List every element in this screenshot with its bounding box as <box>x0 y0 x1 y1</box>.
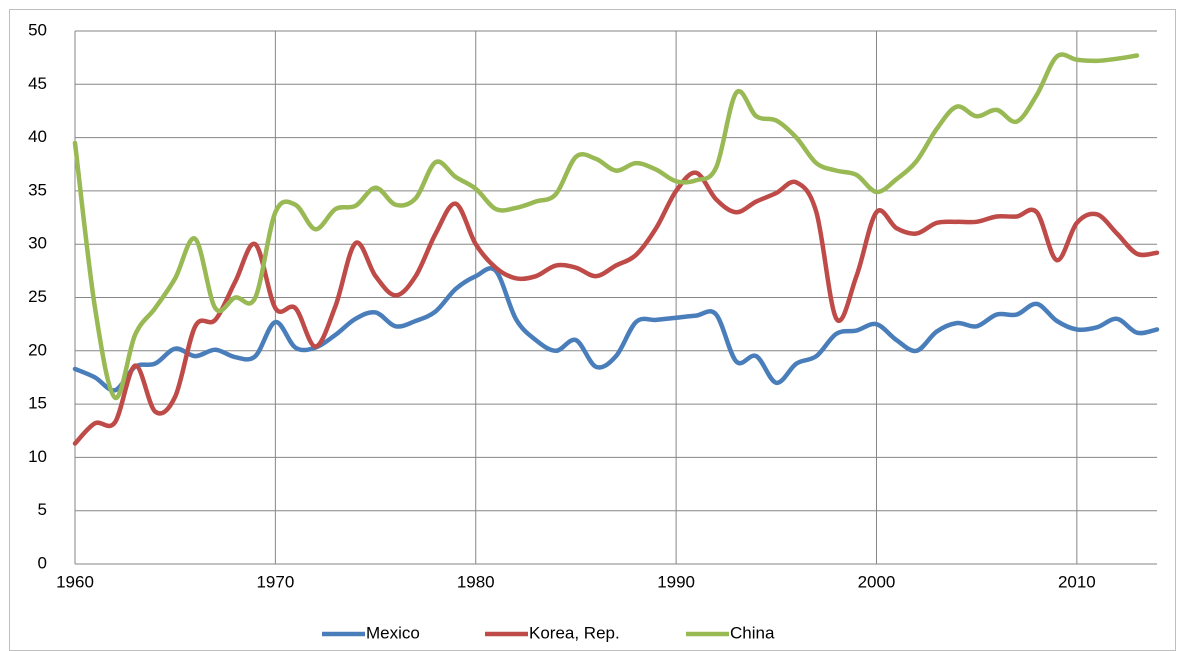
y-tick-label: 35 <box>28 180 47 199</box>
x-tick-label: 1990 <box>657 572 695 591</box>
x-tick-label: 1980 <box>457 572 495 591</box>
series-line <box>72 170 1160 446</box>
y-tick-label: 5 <box>38 500 47 519</box>
y-tick-label: 10 <box>28 447 47 466</box>
x-tick-label: 1970 <box>256 572 294 591</box>
series-line <box>72 52 1140 400</box>
legend-label: Korea, Rep. <box>529 623 620 642</box>
y-tick-label: 25 <box>28 287 47 306</box>
chart-frame <box>9 9 1176 651</box>
y-tick-label: 40 <box>28 127 47 146</box>
x-tick-label: 2010 <box>1058 572 1096 591</box>
y-tick-label: 50 <box>28 20 47 39</box>
y-tick-label: 0 <box>38 553 47 572</box>
y-tick-label: 20 <box>28 340 47 359</box>
legend-label: China <box>730 623 775 642</box>
y-tick-label: 15 <box>28 394 47 413</box>
legend-label: Mexico <box>366 623 420 642</box>
x-tick-label: 1960 <box>56 572 94 591</box>
y-tick-label: 30 <box>28 234 47 253</box>
y-tick-label: 45 <box>28 74 47 93</box>
x-tick-label: 2000 <box>858 572 896 591</box>
series-line <box>72 266 1160 393</box>
